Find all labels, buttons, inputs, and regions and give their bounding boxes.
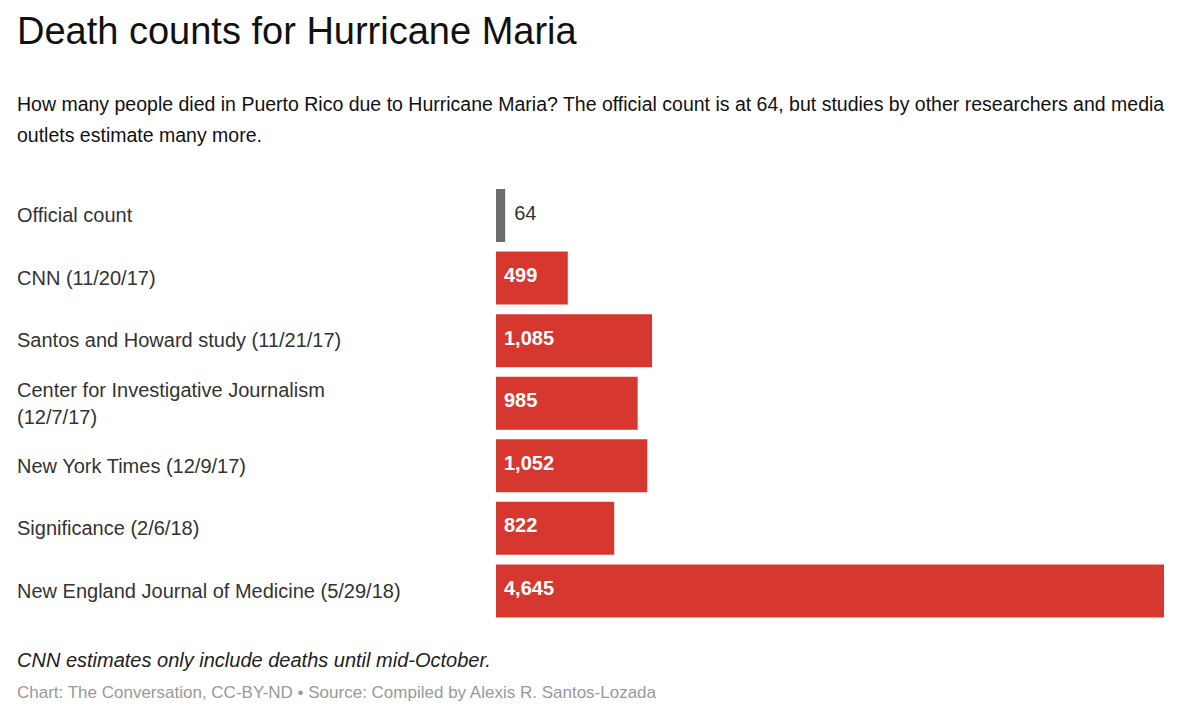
html-text:CNN estimates only include dea: CNN estimates only include deaths until … xyxy=(17,649,491,671)
html-text:How many people died in Puerto: How many people died in Puerto Rico due … xyxy=(17,93,1165,146)
svg-text:New England Journal of Medicin: New England Journal of Medicine (5/29/18… xyxy=(17,580,401,602)
html-text:Death counts for Hurricane Mar: Death counts for Hurricane Maria xyxy=(17,10,577,52)
svg-text:822: 822 xyxy=(504,514,537,536)
html-text:Chart: The Conversation, CC-BY: Chart: The Conversation, CC-BY-ND • Sour… xyxy=(17,683,656,702)
svg-text:Significance (2/6/18): Significance (2/6/18) xyxy=(17,517,199,539)
svg-text:985: 985 xyxy=(504,389,537,411)
svg-text:499: 499 xyxy=(504,264,537,286)
svg-text:1,085: 1,085 xyxy=(504,327,554,349)
svg-text:Official count: Official count xyxy=(17,204,133,226)
svg-text:1,052: 1,052 xyxy=(504,452,554,474)
svg-text:Santos and Howard study (11/21: Santos and Howard study (11/21/17) xyxy=(17,329,341,351)
svg-text:CNN (11/20/17): CNN (11/20/17) xyxy=(17,267,156,289)
svg-text:New York Times (12/9/17): New York Times (12/9/17) xyxy=(17,455,246,477)
svg-text:64: 64 xyxy=(514,202,536,224)
svg-text:4,645: 4,645 xyxy=(504,577,554,599)
svg-text:Center for Investigative Journ: Center for Investigative Journalism(12/7… xyxy=(17,379,325,428)
